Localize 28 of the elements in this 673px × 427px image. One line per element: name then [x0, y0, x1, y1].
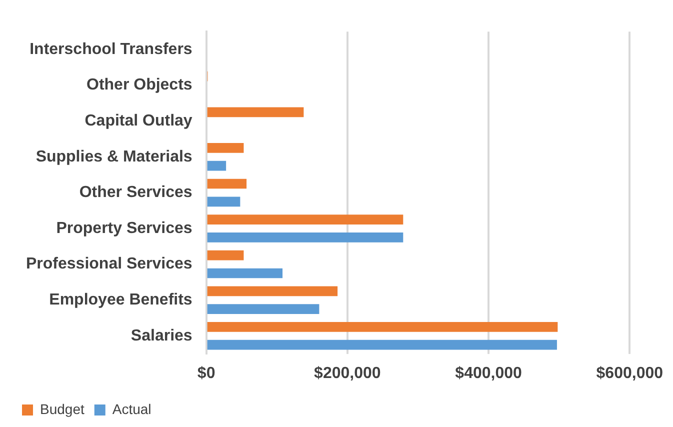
y-tick-label: Capital Outlay: [84, 112, 192, 130]
y-tick-label: Other Objects: [86, 76, 192, 94]
y-tick-label: Professional Services: [26, 256, 192, 273]
bar: [207, 286, 338, 296]
x-tick-label: $600,000: [596, 364, 664, 382]
bar: [207, 304, 320, 314]
legend-label: Actual: [112, 400, 152, 417]
y-tick-label: Interschool Transfers: [30, 40, 192, 58]
x-tick-label: $0: [197, 364, 216, 382]
bar: [207, 250, 244, 260]
bar: [207, 143, 244, 153]
x-tick-label: $200,000: [314, 364, 381, 382]
bar: [207, 268, 283, 278]
y-tick-label: Supplies & Materials: [36, 148, 192, 166]
bar: [207, 107, 304, 118]
y-tick-label: Salaries: [130, 327, 192, 344]
bar: [207, 196, 240, 207]
bar: [207, 178, 247, 189]
y-tick-label: Employee Benefits: [49, 292, 192, 309]
bar: [207, 214, 404, 224]
legend-label: Budget: [40, 400, 84, 417]
bar: [207, 160, 226, 171]
bar: [207, 340, 557, 350]
y-tick-label: Property Services: [56, 220, 192, 237]
y-tick-label: Other Services: [79, 184, 192, 202]
bar: [207, 322, 558, 332]
bar: [207, 232, 404, 242]
x-tick-label: $400,000: [455, 364, 522, 382]
